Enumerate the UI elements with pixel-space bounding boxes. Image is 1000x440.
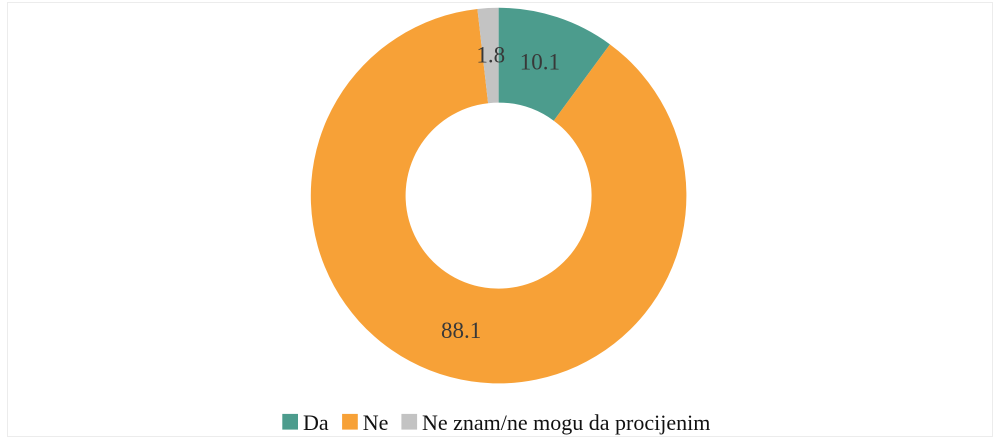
svg-text:10.1: 10.1 xyxy=(520,50,560,75)
svg-text:1.8: 1.8 xyxy=(476,43,505,68)
svg-text:Ne: Ne xyxy=(363,410,389,435)
svg-text:88.1: 88.1 xyxy=(441,318,481,343)
svg-text:Da: Da xyxy=(303,410,329,435)
svg-text:Ne znam/ne mogu da procijenim: Ne znam/ne mogu da procijenim xyxy=(422,410,710,435)
